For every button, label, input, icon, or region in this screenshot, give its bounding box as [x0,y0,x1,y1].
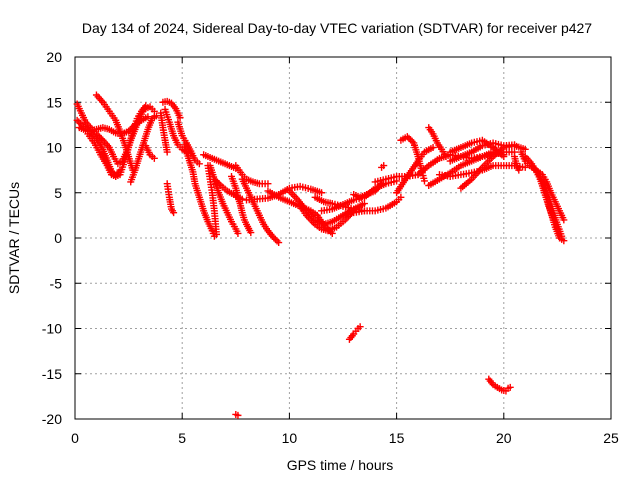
data-series [157,109,171,156]
data-series [84,130,124,180]
data-series [339,193,405,219]
data-series [161,105,195,158]
data-series [285,187,368,228]
data-series [425,124,450,161]
data-point-marker [195,160,203,168]
data-point-marker [215,180,223,188]
data-point-marker [150,107,158,115]
data-point-marker [405,134,413,142]
data-series [485,375,514,395]
data-point-marker [356,323,364,331]
data-point-marker [76,120,84,128]
data-point-marker [500,153,508,161]
data-series [142,142,158,162]
data-series [397,133,428,185]
data-point-marker [511,141,519,149]
data-series [204,162,221,238]
x-tick-label: 15 [389,430,405,446]
data-series [446,139,519,165]
data-point-marker [442,153,450,161]
x-tick-labels: 0 5 10 15 20 25 [71,430,619,446]
data-point-marker [560,237,568,245]
y-tick-label: -10 [42,321,62,337]
data-point-marker [403,133,411,141]
axis-ticks [74,56,612,420]
data-point-marker [142,102,150,110]
data-point-marker [247,229,255,237]
y-tick-label: 5 [54,185,62,201]
x-tick-label: 20 [496,430,512,446]
y-tick-label: 10 [46,140,62,156]
data-point-marker [360,200,368,208]
data-point-marker [521,163,529,171]
data-point-marker [128,124,136,132]
data-point-marker [397,193,405,201]
data-point-marker [270,234,278,242]
data-point-marker [116,166,124,174]
y-tick-label: -15 [42,366,62,382]
data-point-marker [268,232,276,240]
data-point-marker [429,144,437,151]
data-series [232,410,242,419]
data-point-marker [163,148,171,156]
y-tick-label: -5 [50,275,63,291]
x-tick-label: 25 [603,430,619,446]
data-point-marker [408,137,416,145]
data-series [536,175,561,233]
data-point-marker [378,180,386,188]
y-tick-labels: -20 -15 -10 -5 0 5 10 15 20 [42,49,62,427]
data-series [163,180,178,217]
data-point-marker [407,136,415,144]
data-series [159,97,184,122]
data-point-marker [212,177,220,185]
y-tick-label: 0 [54,230,62,246]
data-series [228,172,255,237]
x-tick-label: 0 [71,430,79,446]
data-point-marker [264,180,272,188]
data-series [350,180,386,201]
data-point-marker [170,209,178,217]
data-point-marker [420,177,428,185]
data-series [511,153,523,174]
data-point-marker [380,162,388,170]
data-point-marker [129,122,137,130]
data-point-marker [126,126,134,134]
data-point-marker [318,189,326,197]
data-points [73,91,568,419]
data-series [92,91,137,174]
x-tick-label: 10 [282,430,298,446]
chart-title: Day 134 of 2024, Sidereal Day-to-day VTE… [82,20,592,36]
data-point-marker [125,127,133,135]
data-series [378,162,388,171]
data-point-marker [271,235,279,243]
x-tick-label: 5 [178,430,186,446]
data-point-marker [275,239,283,247]
data-point-marker [234,411,242,419]
data-point-marker [560,216,568,224]
x-axis-label: GPS time / hours [287,457,394,473]
data-point-marker [234,229,242,237]
data-point-marker [273,237,281,245]
data-series [232,162,272,188]
data-series [345,323,364,343]
data-point-marker [150,154,158,162]
data-point-marker [521,145,529,153]
y-axis-label: SDTVAR / TECUs [6,182,22,294]
data-series [238,175,283,247]
data-point-marker [213,230,221,238]
data-point-marker [176,114,184,122]
data-point-marker [214,178,222,186]
y-tick-label: 20 [46,49,62,65]
y-tick-label: 15 [46,94,62,110]
data-point-marker [515,166,523,174]
data-point-marker [506,383,514,391]
data-point-marker [553,225,561,233]
y-tick-label: -20 [42,411,62,427]
data-point-marker [144,113,152,121]
data-point-marker [73,116,81,124]
